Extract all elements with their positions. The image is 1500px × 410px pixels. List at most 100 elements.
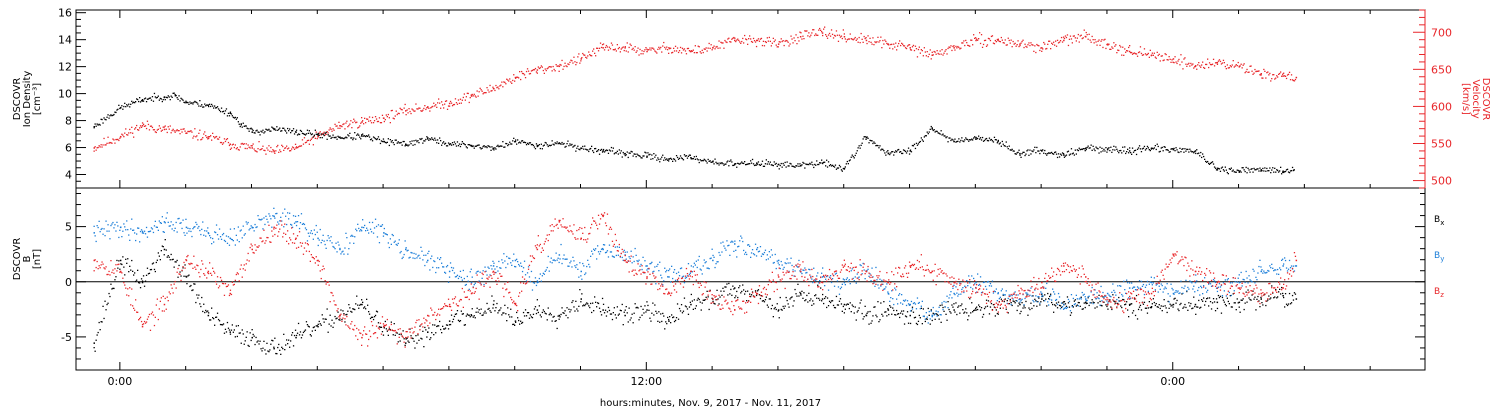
data-point-Bx bbox=[975, 309, 977, 311]
data-dot-velocity bbox=[488, 91, 490, 93]
data-dot-velocity bbox=[244, 147, 246, 150]
data-dot-density bbox=[1032, 150, 1034, 153]
data-dot-density bbox=[446, 145, 449, 147]
data-dot-By bbox=[825, 278, 827, 280]
data-dot-velocity bbox=[315, 131, 317, 133]
data-dot-velocity bbox=[1265, 77, 1267, 79]
data-dot-velocity bbox=[561, 59, 563, 62]
data-dot-velocity bbox=[1009, 42, 1011, 44]
data-dot-Bx bbox=[1096, 306, 1098, 308]
data-dot-Bx bbox=[1122, 298, 1124, 301]
data-dot-By bbox=[901, 294, 903, 296]
data-dot-Bx bbox=[449, 323, 452, 326]
data-dot-Bx bbox=[613, 307, 615, 309]
data-dot-density bbox=[883, 150, 885, 152]
data-dot-density bbox=[857, 147, 859, 149]
data-dot-Bx bbox=[835, 295, 838, 298]
data-point-density bbox=[690, 157, 692, 159]
data-dot-velocity bbox=[741, 40, 743, 43]
data-dot-By bbox=[989, 282, 992, 285]
data-dot-By bbox=[522, 267, 525, 269]
data-dot-By bbox=[615, 254, 617, 257]
data-dot-Bx bbox=[170, 253, 172, 256]
data-dot-Bx bbox=[864, 305, 866, 307]
data-dot-velocity bbox=[702, 51, 704, 54]
data-dot-By bbox=[117, 225, 119, 227]
data-dot-velocity bbox=[582, 52, 584, 55]
data-dot-By bbox=[946, 295, 948, 297]
data-dot-Bx bbox=[709, 289, 711, 291]
data-dot-Bx bbox=[731, 294, 733, 296]
data-dot-By bbox=[214, 231, 216, 233]
data-dot-velocity bbox=[544, 68, 546, 70]
data-dot-velocity bbox=[477, 95, 479, 97]
data-dot-velocity bbox=[1033, 50, 1035, 52]
data-dot-density bbox=[230, 113, 233, 115]
data-dot-velocity bbox=[946, 53, 948, 55]
data-dot-velocity bbox=[974, 37, 976, 39]
data-dot-velocity bbox=[670, 47, 672, 49]
data-dot-velocity bbox=[242, 143, 244, 145]
data-dot-Bx bbox=[474, 317, 476, 319]
data-dot-velocity bbox=[1165, 53, 1167, 56]
data-dot-velocity bbox=[1210, 64, 1213, 66]
data-dot-velocity bbox=[408, 108, 410, 110]
data-dot-density bbox=[174, 93, 176, 96]
data-dot-velocity bbox=[877, 36, 879, 38]
data-dot-density bbox=[411, 140, 413, 142]
data-dot-density bbox=[1227, 173, 1229, 175]
data-dot-velocity bbox=[134, 128, 136, 130]
data-dot-velocity bbox=[1016, 44, 1018, 46]
data-dot-By bbox=[442, 266, 444, 268]
data-dot-density bbox=[828, 165, 831, 167]
data-dot-density bbox=[1256, 168, 1258, 170]
data-dot-Bx bbox=[617, 314, 619, 316]
data-dot-velocity bbox=[656, 52, 658, 54]
data-dot-By bbox=[185, 218, 187, 220]
data-dot-velocity bbox=[609, 48, 612, 50]
data-dot-density bbox=[1012, 150, 1014, 152]
data-dot-Bx bbox=[112, 287, 114, 289]
data-dot-By bbox=[193, 226, 195, 228]
data-dot-velocity bbox=[1280, 71, 1282, 73]
data-dot-Bx bbox=[585, 303, 587, 305]
data-dot-By bbox=[429, 269, 431, 271]
data-dot-Bx bbox=[547, 307, 549, 309]
data-dot-velocity bbox=[950, 45, 952, 47]
data-dot-By bbox=[384, 233, 386, 235]
data-dot-Bx bbox=[558, 318, 560, 320]
data-dot-By bbox=[575, 266, 577, 269]
data-dot-By bbox=[180, 222, 182, 224]
data-dot-Bx bbox=[652, 302, 654, 304]
data-dot-Bx bbox=[947, 301, 949, 303]
data-dot-velocity bbox=[618, 46, 620, 49]
data-dot-velocity bbox=[890, 43, 892, 46]
data-dot-Bx bbox=[960, 305, 962, 307]
data-dot-velocity bbox=[824, 26, 826, 28]
data-dot-density bbox=[763, 165, 766, 167]
data-dot-By bbox=[935, 310, 937, 312]
data-dot-By bbox=[913, 302, 916, 304]
data-dot-Bx bbox=[997, 313, 999, 315]
data-dot-velocity bbox=[1121, 54, 1123, 56]
data-dot-Bx bbox=[167, 255, 169, 257]
data-dot-Bx bbox=[604, 309, 607, 311]
data-dot-By bbox=[813, 267, 815, 269]
data-dot-By bbox=[546, 266, 548, 269]
data-point-density bbox=[1128, 150, 1131, 152]
data-dot-Bx bbox=[115, 276, 117, 278]
data-dot-By bbox=[573, 260, 575, 262]
data-dot-By bbox=[366, 227, 368, 229]
data-dot-Bx bbox=[1070, 312, 1073, 314]
data-dot-density bbox=[1215, 169, 1218, 171]
data-dot-By bbox=[761, 253, 764, 255]
data-dot-density bbox=[817, 163, 819, 166]
data-dot-density bbox=[1284, 170, 1287, 173]
data-dot-By bbox=[979, 283, 981, 286]
data-dot-density bbox=[405, 144, 407, 146]
data-dot-By bbox=[910, 300, 913, 303]
data-dot-velocity bbox=[1113, 42, 1115, 44]
data-dot-Bx bbox=[350, 310, 352, 313]
data-dot-velocity bbox=[830, 29, 833, 31]
data-dot-Bx bbox=[429, 338, 431, 341]
